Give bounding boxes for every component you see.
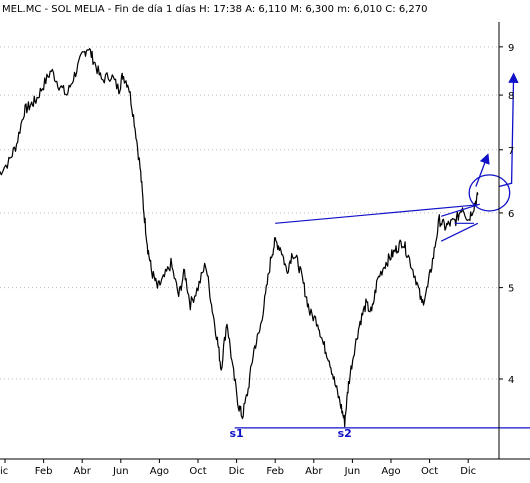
x-tick-label-12: Dic — [460, 466, 476, 477]
price-layer — [0, 47, 479, 428]
price-series-line — [0, 47, 479, 428]
pattern-labels: s1 s2 — [229, 427, 351, 440]
neckline — [275, 204, 478, 224]
y-tick-label-5: 5 — [508, 284, 514, 295]
chart-header: MEL.MC - SOL MELIA - Fin de día 1 días H… — [2, 3, 427, 15]
arrow-short — [475, 153, 490, 187]
x-tick-label-7: Feb — [266, 466, 284, 477]
flag-lower — [440, 222, 479, 242]
x-tick-label-1: Feb — [35, 466, 53, 477]
x-tick-label-9: Jun — [344, 466, 361, 477]
y-tick-label-6: 6 — [508, 209, 514, 220]
y-tick-label-4: 4 — [508, 375, 514, 386]
arrow-long — [498, 72, 519, 188]
breakout-circle — [468, 174, 511, 212]
x-tick-label-11: Oct — [421, 466, 438, 477]
grid-layer — [0, 46, 503, 380]
y-tick-labels: 4 5 6 7 8 9 — [508, 43, 514, 386]
y-tick-label-8: 8 — [508, 91, 514, 102]
x-tick-labels: ic Feb Abr Jun Ago Oct Dic Feb Abr Jun Ago Oct Dic — [0, 459, 476, 477]
y-tick-label-9: 9 — [508, 43, 514, 54]
flag-upper — [440, 203, 480, 217]
x-tick-label-2: Abr — [74, 466, 92, 477]
annotation-layer — [234, 72, 530, 429]
x-tick-label-3: Jun — [112, 466, 129, 477]
axis-layer — [0, 22, 530, 460]
y-tick-label-7: 7 — [508, 146, 514, 157]
x-tick-label-8: Abr — [305, 466, 323, 477]
x-tick-label-10: Ago — [381, 466, 400, 477]
s1-label: s1 — [229, 427, 243, 440]
s2-label: s2 — [338, 427, 352, 440]
x-tick-label-4: Ago — [150, 466, 169, 477]
x-tick-label-5: Oct — [189, 466, 206, 477]
x-tick-label-0: ic — [0, 466, 8, 477]
x-tick-label-6: Dic — [229, 466, 245, 477]
